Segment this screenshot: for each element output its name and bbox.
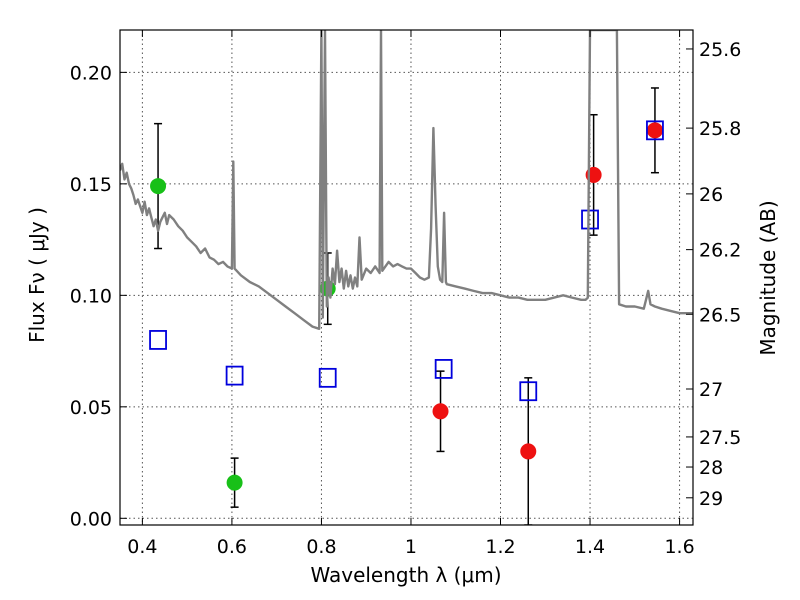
model-flux-square [318,367,337,388]
model-flux-square [646,120,664,141]
model-flux-square [519,381,538,402]
spectrum-line [120,30,693,330]
green-data-point [150,178,167,195]
model-flux-square [225,365,244,386]
red-data-point [432,403,449,420]
red-data-point [520,443,537,460]
y-tick-label: 0.15 [70,174,112,196]
plot-area [120,30,693,525]
y2-tick-label: 26 [699,184,723,206]
y-tick-label: 0.00 [70,508,112,530]
y2-tick-label: 27 [699,379,723,401]
x-tick-label: 0.6 [217,536,247,558]
model-flux-square [434,359,453,379]
x-tick-label: 1.6 [664,536,694,558]
grid [120,30,693,525]
y2-tick-label: 27.5 [699,427,741,449]
model-flux-square [149,330,167,350]
y2-tick-label: 28 [699,457,723,479]
green-data-point [226,474,243,491]
red-data-point [646,122,663,139]
plot-frame [119,29,694,526]
x-tick-label: 0.8 [306,536,336,558]
x-tick-label: 0.4 [127,536,157,558]
x-tick-label: 1.2 [485,536,515,558]
y2-tick-label: 29 [699,488,723,510]
y-tick-label: 0.05 [70,397,112,419]
y2-tick-label: 25.8 [699,118,741,140]
x-tick-label: 1.4 [575,536,605,558]
x-axis-label: Wavelength λ (μm) [310,563,501,587]
model-flux-square [581,209,599,230]
y-tick-label: 0.10 [70,285,112,307]
y2-tick-label: 26.2 [699,240,741,262]
y2-tick-label: 26.5 [699,304,741,326]
y-axis-label: Flux Fν ( μJy ) [25,207,49,343]
y2-axis-label: Magnitude (AB) [756,200,780,355]
axes: 0.4 0.6 0.8 1 1.2 1.4 1.6 0.00 0.05 0.10 0.15 0.20 2… [70,29,741,558]
x-tick-label: 1 [405,536,417,558]
y-tick-label: 0.20 [70,62,112,84]
y2-tick-label: 25.6 [699,39,741,61]
